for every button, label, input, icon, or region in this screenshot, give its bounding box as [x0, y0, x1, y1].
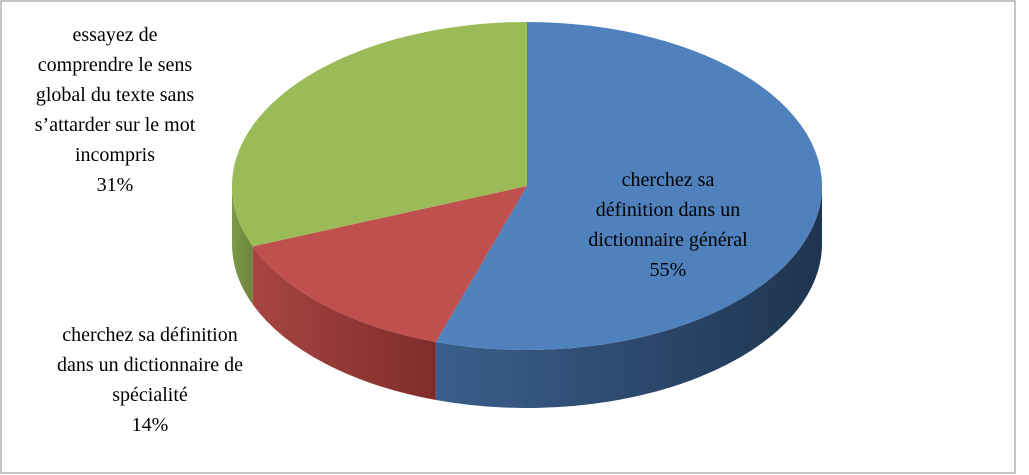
value-label: 14%	[131, 414, 169, 436]
slice-side	[252, 246, 436, 400]
slice-side	[232, 186, 253, 305]
slice-label: essayez de comprendre le sens global du …	[25, 20, 205, 200]
slice-label: cherchez sa définition dans un dictionna…	[55, 320, 245, 440]
category-label: cherchez sa définition dans un dictionna…	[56, 324, 244, 406]
slice	[231, 22, 527, 247]
value-label: 31%	[96, 174, 134, 196]
category-label: cherchez sa définition dans un dictionna…	[588, 169, 748, 251]
slice-label: cherchez sa définition dans un dictionna…	[588, 165, 748, 285]
slice	[435, 22, 823, 351]
category-label: essayez de comprendre le sens global du …	[34, 24, 196, 166]
slice	[252, 186, 527, 342]
slice-side	[435, 186, 822, 408]
value-label: 55%	[649, 259, 687, 281]
